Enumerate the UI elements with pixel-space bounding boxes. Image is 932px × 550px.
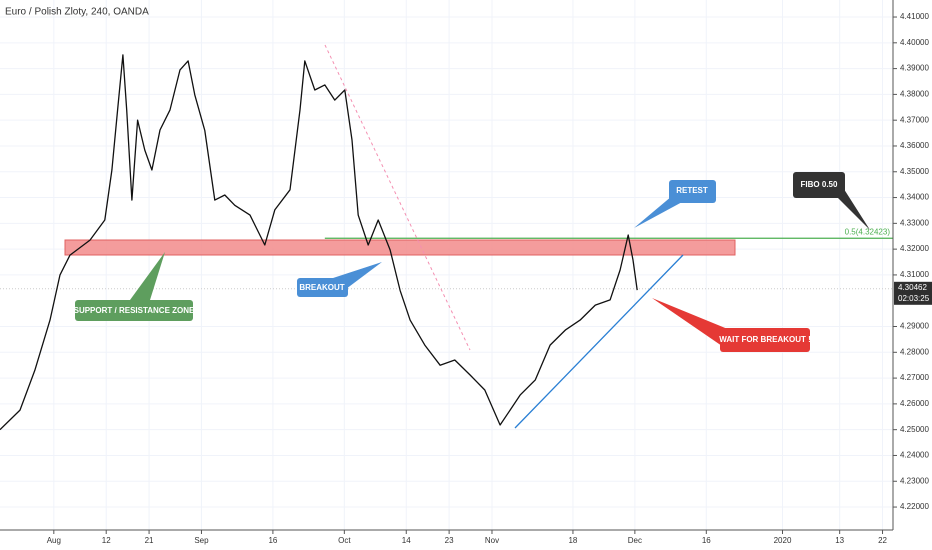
callout-retest: RETEST [634, 180, 716, 228]
callout-text: FIBO 0.50 [801, 180, 838, 189]
last-price-box [894, 281, 932, 305]
y-tick-label: 4.40000 [900, 38, 929, 47]
callout-fibo: FIBO 0.50 [793, 172, 870, 230]
x-tick-label: 16 [268, 536, 277, 545]
callout-wait: WAIT FOR BREAKOUT ! [652, 298, 811, 352]
callout-box [75, 300, 193, 321]
y-tick-label: 4.27000 [900, 373, 929, 382]
x-tick-label: 12 [102, 536, 111, 545]
callout-sr: SUPPORT / RESISTANCE ZONE [74, 252, 195, 321]
x-tick-label: 2020 [774, 536, 792, 545]
x-tick-label: 13 [835, 536, 844, 545]
callout-box [297, 278, 348, 297]
sr-zone [64, 239, 736, 256]
x-tick-label: Oct [338, 536, 351, 545]
callout-text: WAIT FOR BREAKOUT ! [719, 335, 811, 344]
y-tick-label: 4.33000 [900, 218, 929, 227]
y-tick-label: 4.28000 [900, 347, 929, 356]
fib-connector [324, 44, 471, 351]
y-tick-label: 4.29000 [900, 322, 929, 331]
y-tick-label: 4.32000 [900, 244, 929, 253]
callout-pointer [634, 196, 684, 228]
y-tick-label: 4.39000 [900, 64, 929, 73]
price-axis-bg [893, 0, 932, 550]
x-tick-label: Sep [194, 536, 209, 545]
callout-box [720, 328, 810, 352]
time-axis-bg [0, 530, 932, 550]
x-tick-label: Nov [485, 536, 499, 545]
y-tick-label: 4.41000 [900, 12, 929, 21]
callout-breakout: BREAKOUT [297, 262, 382, 297]
x-tick-label: Aug [47, 536, 61, 545]
y-tick-label: 4.24000 [900, 451, 929, 460]
last-price-label: 4.30462 [898, 283, 927, 292]
x-tick-label: 21 [145, 536, 154, 545]
callout-box [669, 180, 716, 203]
y-tick-label: 4.37000 [900, 115, 929, 124]
y-tick-label: 4.23000 [900, 476, 929, 485]
plot: 0.5(4.32423) [0, 54, 893, 431]
callout-box [793, 172, 845, 198]
x-tick-label: 16 [702, 536, 711, 545]
y-tick-label: 4.26000 [900, 399, 929, 408]
x-tick-label: 23 [445, 536, 454, 545]
callout-text: BREAKOUT [299, 283, 344, 292]
x-tick-label: 22 [878, 536, 887, 545]
y-tick-label: 4.31000 [900, 270, 929, 279]
fibo-label: 0.5(4.32423) [845, 227, 891, 236]
axes: 4.22000 4.23000 4.24000 4.25000 4.26000 4.270… [47, 12, 932, 545]
x-tick-label: 14 [402, 536, 411, 545]
y-tick-label: 4.38000 [900, 90, 929, 99]
y-tick-label: 4.34000 [900, 193, 929, 202]
y-tick-label: 4.22000 [900, 502, 929, 511]
price-line [0, 54, 638, 431]
y-tick-label: 4.25000 [900, 425, 929, 434]
callout-text: SUPPORT / RESISTANCE ZONE [74, 306, 195, 315]
x-tick-label: 18 [568, 536, 577, 545]
callout-pointer [130, 252, 165, 300]
countdown-label: 02:03:25 [898, 294, 930, 303]
callout-pointer [652, 298, 735, 346]
trendline [514, 254, 684, 429]
chart-title: Euro / Polish Zloty, 240, OANDA [5, 7, 149, 18]
y-tick-label: 4.36000 [900, 141, 929, 150]
callout-text: RETEST [676, 186, 708, 195]
x-tick-label: Dec [628, 536, 642, 545]
y-tick-label: 4.35000 [900, 167, 929, 176]
